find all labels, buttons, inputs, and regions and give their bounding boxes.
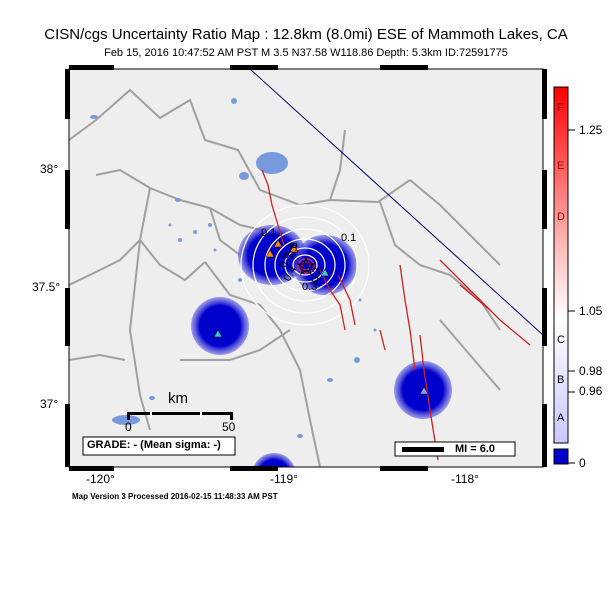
colorbar-value: 0.96: [579, 384, 603, 398]
colorbar-value: 1.05: [579, 304, 603, 318]
grade-letter: C: [557, 334, 565, 346]
lat-tick: 37.5°: [32, 280, 61, 294]
state-boundary: [249, 69, 543, 336]
scale-unit: km: [168, 390, 188, 407]
colorbar: [553, 86, 569, 444]
contour-label: 0.2: [309, 266, 323, 283]
contour-label: 0.5: [277, 251, 291, 268]
grade-label: GRADE: - (Mean sigma: -): [87, 439, 221, 451]
contour-lines: [240, 204, 370, 326]
grade-letter: F: [557, 102, 564, 114]
contour-label: 0.3: [302, 281, 317, 293]
contour-label: 0.1: [261, 227, 276, 239]
map-title: CISN/cgs Uncertainty Ratio Map : 12.8km …: [44, 26, 568, 43]
water-bodies: [90, 98, 377, 438]
scale-end: 50: [222, 420, 236, 434]
lat-tick: 38°: [40, 162, 59, 176]
grade-letter: B: [557, 374, 565, 386]
grade-letter: A: [557, 412, 565, 424]
map-version: Map Version 3 Processed 2016-02-15 11:48…: [72, 492, 278, 501]
colorbar-value: 0.98: [579, 364, 603, 378]
contour-label: 0.1: [341, 232, 356, 244]
colorbar-low-swatch: [553, 448, 569, 465]
event-info: Feb 15, 2016 10:47:52 AM PST M 3.5 N37.5…: [104, 47, 508, 59]
colorbar-value: 0: [579, 456, 586, 470]
county-borders: [69, 88, 501, 467]
lon-tick: -118°: [451, 472, 479, 486]
grade-letter: E: [557, 160, 565, 172]
uncertainty-regions: [191, 225, 452, 467]
map-frame: [65, 65, 547, 471]
lat-tick: 37°: [40, 397, 59, 411]
scale-start: 0: [125, 420, 132, 434]
lon-tick: -119°: [270, 472, 298, 486]
fault-lines: [261, 169, 531, 461]
grade-letter: D: [557, 211, 565, 223]
lon-tick: -120°: [86, 472, 115, 486]
epicenter-star: [296, 256, 316, 276]
contour-label: 0.6: [286, 241, 300, 258]
colorbar-value: 1.25: [579, 123, 603, 137]
station-markers: [213, 239, 429, 395]
mi-legend-label: MI = 6.0: [455, 443, 496, 455]
